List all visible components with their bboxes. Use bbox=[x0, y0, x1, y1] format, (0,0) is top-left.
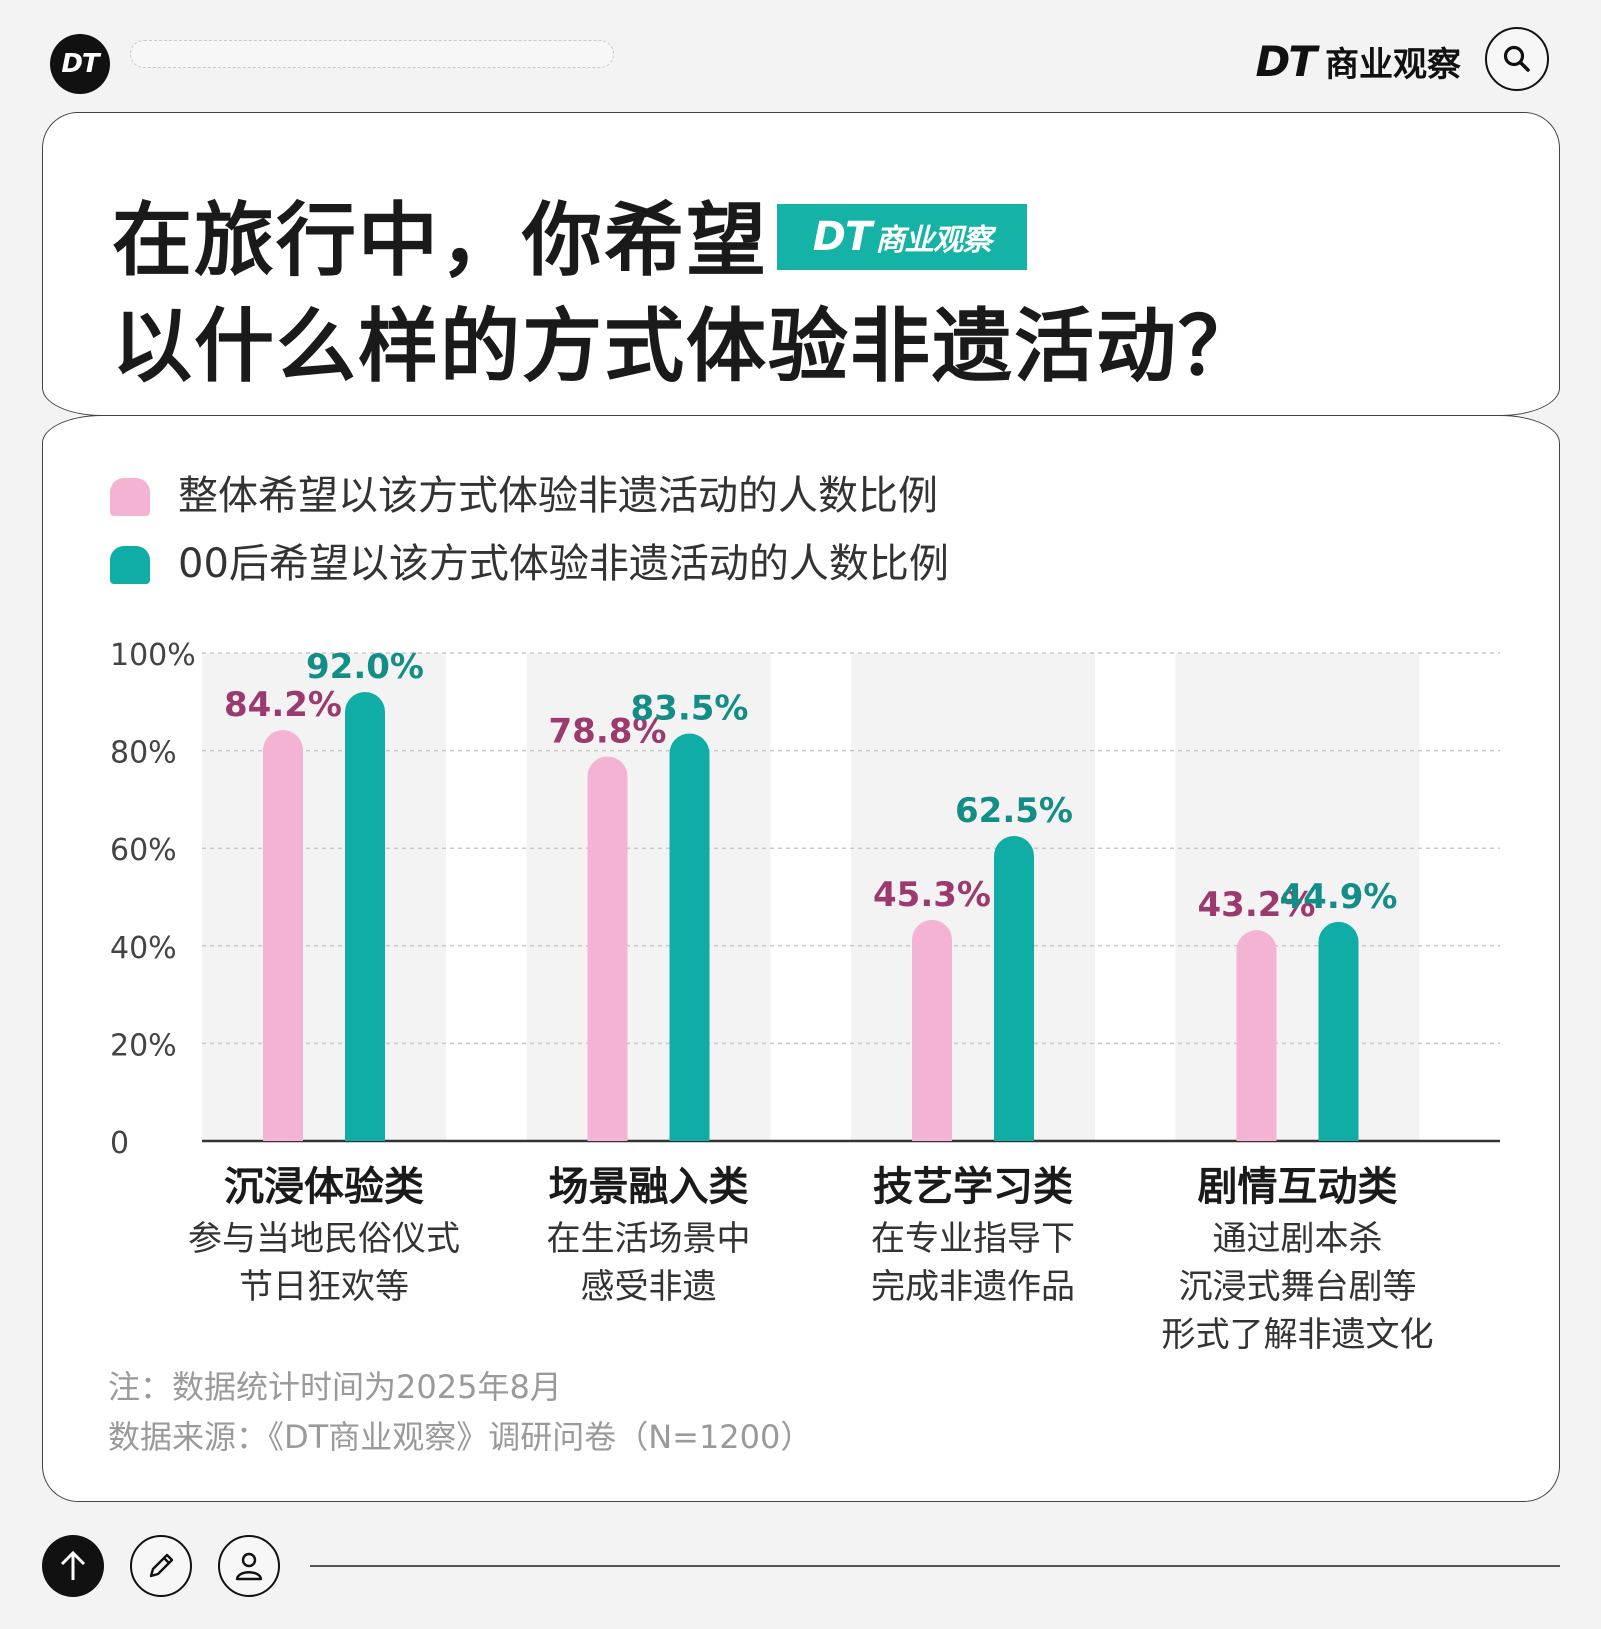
pencil-icon bbox=[149, 1553, 174, 1578]
search-button[interactable] bbox=[1485, 27, 1549, 91]
arrow-up-icon bbox=[60, 1550, 86, 1580]
title-line-2: 以什么样的方式体验非遗活动？ bbox=[112, 300, 1260, 393]
legend-swatch-overall bbox=[110, 478, 150, 516]
profile-button[interactable] bbox=[218, 1535, 280, 1597]
search-icon bbox=[1503, 45, 1530, 72]
brand-name: 商业观察 bbox=[1325, 44, 1461, 85]
brand-dt: DT bbox=[1255, 36, 1316, 86]
badge-dt: DT bbox=[812, 214, 872, 260]
edit-button[interactable] bbox=[130, 1535, 192, 1597]
address-bar[interactable] bbox=[130, 40, 614, 68]
note-date: 注：数据统计时间为2025年8月 bbox=[108, 1368, 562, 1406]
dt-logo[interactable]: DT bbox=[50, 34, 110, 94]
note-source: 数据来源：《DT商业观察》调研问卷（N=1200） bbox=[108, 1418, 813, 1456]
scroll-top-button[interactable] bbox=[42, 1535, 104, 1597]
legend-label-gen00: 00后希望以该方式体验非遗活动的人数比例 bbox=[178, 541, 949, 587]
legend-label-overall: 整体希望以该方式体验非遗活动的人数比例 bbox=[178, 473, 938, 519]
title-brand-badge: DT 商业观察 bbox=[777, 204, 1027, 270]
title-line-1: 在旅行中，你希望 bbox=[112, 194, 768, 287]
brand-header: DT 商业观察 bbox=[1255, 36, 1461, 86]
badge-name: 商业观察 bbox=[875, 223, 992, 258]
bottom-divider bbox=[310, 1565, 1560, 1567]
user-icon bbox=[235, 1552, 263, 1581]
logo-text: DT bbox=[61, 49, 99, 79]
page-title: 在旅行中，你希望 以什么样的方式体验非遗活动？ bbox=[112, 188, 1312, 400]
legend-swatch-gen00 bbox=[110, 546, 150, 584]
